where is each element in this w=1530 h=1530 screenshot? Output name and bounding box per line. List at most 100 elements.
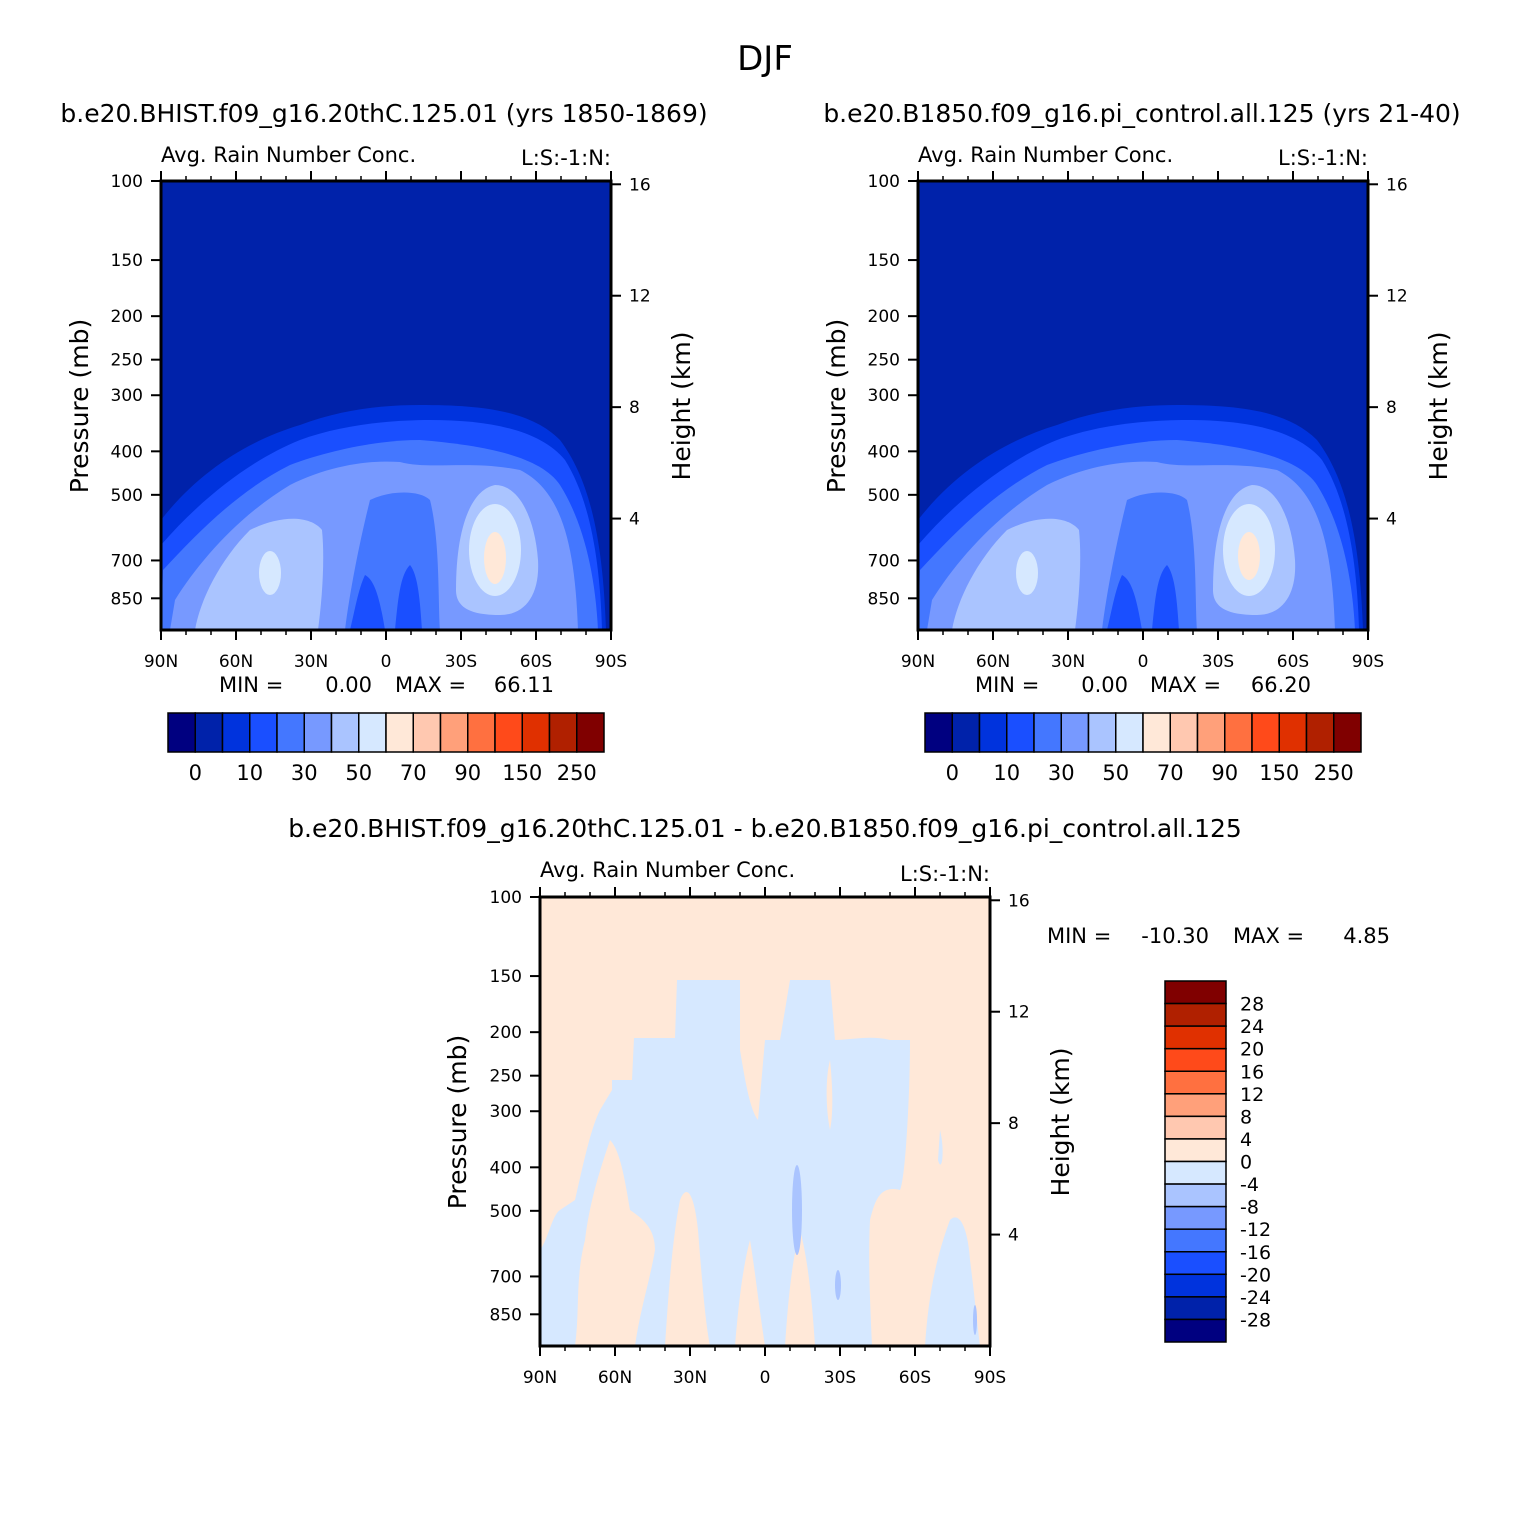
- x-tick-label: 90S: [974, 1368, 1006, 1388]
- x-tick-label: 60S: [1277, 652, 1309, 672]
- panel-a-ylabel: Pressure (mb): [65, 319, 94, 493]
- panel-a-min-label: MIN =: [219, 673, 283, 697]
- panel-a-stats: MIN = MIN = 0.00 MAX = 66.11: [219, 673, 554, 697]
- x-tick-label: 30S: [824, 1368, 856, 1388]
- y-tick-label: 300: [490, 1102, 522, 1122]
- x-tick-label: 30N: [294, 652, 328, 672]
- panel-diff-max-label: MAX =: [1233, 924, 1304, 948]
- y-tick-label: 100: [868, 172, 900, 192]
- colorbar-box: [1164, 1296, 1227, 1321]
- y-tick-label: 400: [111, 442, 143, 462]
- y-tick-label: 400: [490, 1158, 522, 1178]
- colorbar-box: [951, 712, 981, 753]
- x-tick-label: 60S: [520, 652, 552, 672]
- y-tick-label: 850: [490, 1305, 522, 1325]
- panel-b-stats: MIN = 0.00 MAX = 66.20: [975, 673, 1311, 697]
- colorbar-box: [521, 712, 551, 753]
- x-tick-label: 30N: [1051, 652, 1085, 672]
- panel-b-subtitle: Avg. Rain Number Conc.: [918, 143, 1173, 167]
- contour-level-6a: [259, 551, 281, 595]
- x-tick-label: 90N: [901, 652, 935, 672]
- y-tick-label: 200: [111, 307, 143, 327]
- panel-b-axes: 90N 60N 30N 0 30S 60S 90S 100 150 200 250 300 400 500…: [868, 171, 1408, 672]
- y-tick-label: 150: [868, 251, 900, 271]
- panel-diff: b.e20.BHIST.f09_g16.20thC.125.01 - b.e20…: [288, 814, 1390, 1388]
- colorbar-box: [1164, 1205, 1227, 1230]
- panel-a-axes: 90N 60N 30N 0 30S 60S 90S 100 150 200 250 300 400 500…: [111, 171, 651, 672]
- panel-b-contours: [918, 405, 1363, 630]
- y2-tick-label: 4: [629, 510, 640, 530]
- colorbar-box: [1060, 712, 1090, 753]
- colorbar-label: 24: [1240, 1016, 1264, 1038]
- colorbar-label: 150: [1259, 761, 1299, 785]
- y-tick-label: 250: [111, 351, 143, 371]
- panel-a-contours: [161, 405, 606, 630]
- colorbar-box: [1164, 1160, 1227, 1185]
- y2-tick-label: 16: [1008, 891, 1030, 911]
- colorbar-box: [249, 712, 278, 753]
- panel-a-min: 0.00: [325, 673, 372, 697]
- colorbar-box: [1164, 1138, 1227, 1163]
- contour-level-2b: [350, 565, 422, 630]
- y-tick-label: 500: [868, 486, 900, 506]
- colorbar-box: [1164, 1070, 1227, 1095]
- panel-a: b.e20.BHIST.f09_g16.20thC.125.01 (yrs 18…: [60, 99, 707, 785]
- colorbar-label: 16: [1240, 1061, 1264, 1083]
- contour-level-minus4: [792, 1165, 802, 1255]
- panel-diff-header: b.e20.BHIST.f09_g16.20thC.125.01 - b.e20…: [288, 814, 1242, 843]
- colorbar-label: -12: [1240, 1219, 1271, 1241]
- x-tick-label: 90S: [1352, 652, 1384, 672]
- panel-diff-ylabel: Pressure (mb): [443, 1035, 472, 1209]
- colorbar-box: [221, 712, 251, 753]
- y-tick-label: 500: [111, 486, 143, 506]
- colorbar-box: [1115, 712, 1144, 753]
- colorbar-label: 28: [1240, 994, 1264, 1016]
- colorbar-box: [1164, 1318, 1227, 1343]
- y-tick-label: 100: [490, 888, 522, 908]
- colorbar-box: [1164, 1002, 1227, 1027]
- colorbar-label: 10: [236, 761, 263, 785]
- colorbar-label: 90: [1211, 761, 1238, 785]
- colorbar-box: [978, 712, 1008, 753]
- colorbar-box: [1224, 712, 1253, 753]
- colorbar-box: [576, 712, 605, 753]
- y-tick-label: 700: [490, 1267, 522, 1287]
- contour-level-minus4b: [835, 1270, 841, 1300]
- colorbar-box: [1164, 1047, 1227, 1072]
- y2-tick-label: 12: [1008, 1003, 1030, 1023]
- y-tick-label: 850: [868, 589, 900, 609]
- colorbar-box: [1033, 712, 1062, 753]
- x-tick-label: 0: [381, 652, 392, 672]
- x-tick-label: 60N: [976, 652, 1010, 672]
- colorbar-box: [1164, 1183, 1227, 1208]
- panel-b-max-label: MAX =: [1150, 673, 1221, 697]
- colorbar-label: -8: [1240, 1197, 1259, 1219]
- colorbar-box: [1164, 1025, 1227, 1050]
- y-tick-label: 300: [868, 386, 900, 406]
- x-tick-label: 60N: [219, 652, 253, 672]
- colorbar-label: -4: [1240, 1174, 1259, 1196]
- colorbar-box: [303, 712, 333, 753]
- y-tick-label: 100: [111, 172, 143, 192]
- x-tick-label: 60S: [899, 1368, 931, 1388]
- panel-a-header: b.e20.BHIST.f09_g16.20thC.125.01 (yrs 18…: [60, 99, 707, 128]
- colorbar-box: [1164, 1093, 1227, 1118]
- colorbar-label: 30: [1048, 761, 1075, 785]
- y-tick-label: 700: [111, 551, 143, 571]
- colorbar-box: [1196, 712, 1226, 753]
- colorbar-box: [467, 712, 496, 753]
- panel-a-y2label: Height (km): [667, 332, 696, 481]
- panel-b: b.e20.B1850.f09_g16.pi_control.all.125 (…: [822, 99, 1461, 785]
- panel-a-plot: [161, 181, 611, 630]
- y-tick-label: 150: [490, 967, 522, 987]
- panel-b-tag: L:S:-1:N:: [1278, 146, 1368, 170]
- x-tick-label: 90N: [144, 652, 178, 672]
- panel-diff-subtitle: Avg. Rain Number Conc.: [540, 858, 795, 882]
- y-tick-label: 200: [868, 307, 900, 327]
- colorbar-box: [412, 712, 442, 753]
- y-tick-label: 250: [868, 351, 900, 371]
- colorbar-label: 250: [557, 761, 597, 785]
- colorbar-box: [439, 712, 469, 753]
- colorbar-box: [494, 712, 523, 753]
